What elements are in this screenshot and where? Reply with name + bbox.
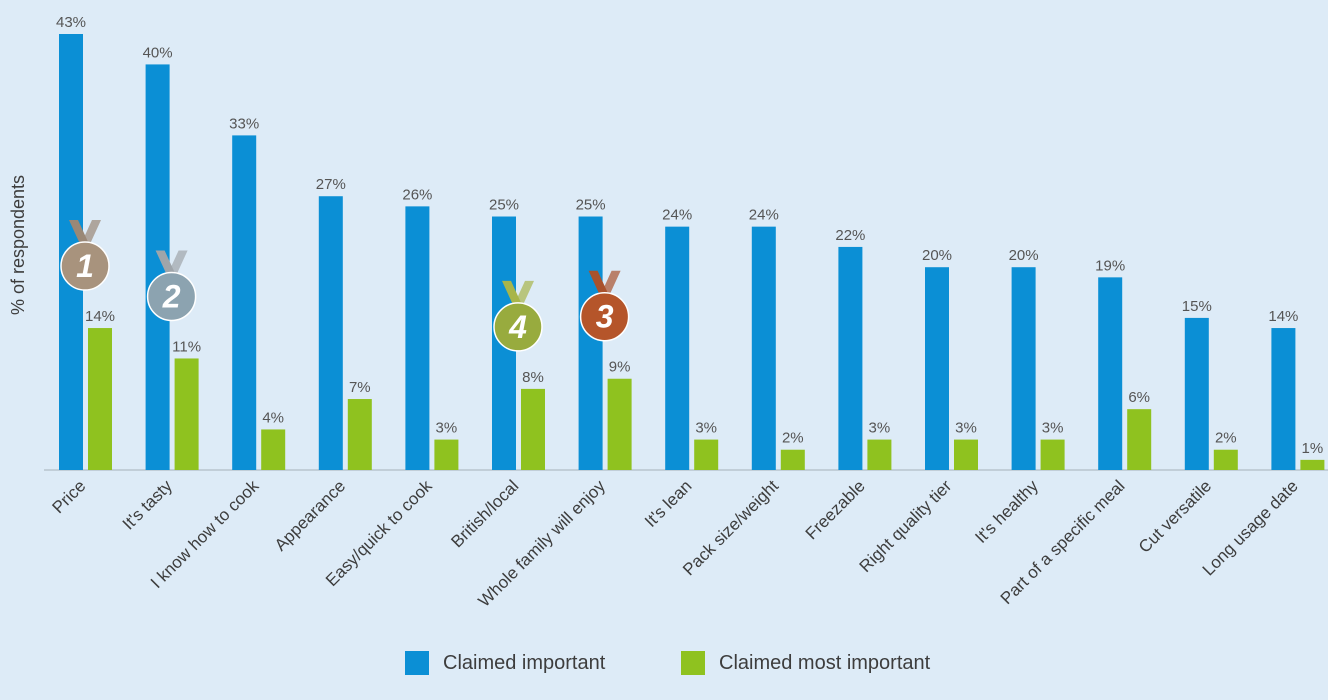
bar-claimed-important-appearance: [318, 196, 343, 471]
x-tick-label-price: Price: [49, 476, 90, 517]
bar-claimed-most-important-right-quality-tier: [954, 439, 978, 470]
data-label-claimed-most-important-easy-quick-to-cook: 3%: [436, 420, 458, 437]
data-label-claimed-most-important-i-know-how-to-cook: 4%: [262, 409, 284, 426]
medal-rank-label: 1: [76, 248, 94, 284]
medal-ribbon-right: [514, 280, 534, 305]
x-tick-label-long-usage-date: Long usage date: [1199, 476, 1302, 579]
bar-claimed-important-easy-quick-to-cook: [405, 206, 430, 471]
x-tick-label-cut-versatile: Cut versatile: [1135, 476, 1215, 556]
medal-disc: [146, 271, 197, 322]
medal-disc: [493, 302, 543, 352]
data-label-claimed-most-important-right-quality-tier: 3%: [955, 420, 977, 437]
data-label-claimed-important-easy-quick-to-cook: 26%: [402, 186, 432, 203]
data-label-claimed-important-long-usage-date: 14%: [1268, 308, 1298, 325]
data-label-claimed-most-important-cut-versatile: 2%: [1215, 430, 1237, 447]
data-label-claimed-important-freezable: 22%: [835, 227, 865, 244]
data-label-claimed-important-whole-family-will-enjoy: 25%: [576, 197, 606, 214]
bar-claimed-most-important-price: [88, 328, 112, 470]
bar-claimed-most-important-freezable: [867, 439, 892, 470]
bar-claimed-important-it-s-lean: [665, 226, 690, 470]
legend-label-claimed-important: Claimed important: [443, 651, 606, 674]
data-label-claimed-most-important-whole-family-will-enjoy: 9%: [609, 359, 631, 376]
bar-claimed-most-important-long-usage-date: [1300, 459, 1325, 470]
medal-1-icon: 1: [60, 220, 110, 291]
legend-swatch-claimed-important: [405, 651, 429, 675]
medal-disc: [60, 241, 110, 291]
medal-ribbon-right: [81, 220, 101, 245]
data-label-claimed-most-important-it-s-lean: 3%: [695, 420, 717, 437]
bar-claimed-important-whole-family-will-enjoy: [578, 216, 603, 470]
bar-claimed-important-right-quality-tier: [925, 267, 949, 470]
data-label-claimed-most-important-it-s-tasty: 11%: [172, 338, 201, 355]
bar-claimed-most-important-cut-versatile: [1213, 449, 1238, 470]
data-label-claimed-important-it-s-tasty: 40%: [143, 44, 173, 61]
bar-chart: % of respondents 43%14%40%11%33%4%27%7%2…: [8, 14, 1328, 611]
medal-disc: [579, 291, 630, 342]
medal-3-icon: 3: [579, 270, 630, 342]
data-label-claimed-most-important-price: 14%: [85, 308, 115, 325]
data-label-claimed-most-important-pack-size-weight: 2%: [782, 430, 804, 447]
bar-claimed-important-cut-versatile: [1184, 317, 1209, 470]
bar-claimed-most-important-it-s-tasty: [174, 358, 199, 470]
data-label-claimed-important-british-local: 25%: [489, 197, 519, 214]
legend: Claimed important Claimed most important: [0, 651, 1328, 691]
data-label-claimed-important-i-know-how-to-cook: 33%: [229, 115, 259, 132]
medal-rank-label: 4: [508, 309, 527, 345]
data-label-claimed-important-right-quality-tier: 20%: [922, 247, 952, 264]
x-tick-label-appearance: Appearance: [271, 476, 349, 554]
legend-item-claimed-important: Claimed important: [405, 651, 605, 675]
data-label-claimed-important-it-s-healthy: 20%: [1009, 247, 1039, 264]
bar-claimed-most-important-easy-quick-to-cook: [434, 439, 459, 470]
legend-swatch-claimed-most-important: [681, 651, 705, 675]
legend-label-claimed-most-important: Claimed most important: [719, 651, 931, 674]
bar-claimed-important-freezable: [838, 246, 863, 470]
data-label-claimed-most-important-british-local: 8%: [522, 369, 544, 386]
data-label-claimed-important-cut-versatile: 15%: [1182, 298, 1212, 315]
medal-rank-label: 3: [596, 299, 614, 335]
medal-ribbon-right: [600, 270, 621, 295]
bar-claimed-important-part-of-a-specific-meal: [1098, 277, 1123, 470]
data-label-claimed-most-important-long-usage-date: 1%: [1302, 440, 1324, 457]
bar-claimed-important-pack-size-weight: [751, 226, 776, 470]
data-label-claimed-most-important-it-s-healthy: 3%: [1042, 420, 1064, 437]
x-tick-label-pack-size-weight: Pack size/weight: [679, 476, 782, 579]
bar-claimed-most-important-pack-size-weight: [780, 449, 805, 470]
data-label-claimed-important-appearance: 27%: [316, 176, 346, 193]
data-label-claimed-most-important-freezable: 3%: [869, 420, 891, 437]
x-tick-label-it-s-healthy: It's healthy: [971, 476, 1042, 547]
medal-4-icon: 4: [493, 280, 543, 352]
x-tick-label-it-s-lean: It's lean: [641, 476, 695, 530]
data-label-claimed-most-important-part-of-a-specific-meal: 6%: [1128, 389, 1150, 406]
medal-rank-label: 2: [162, 278, 181, 314]
bar-claimed-important-it-s-healthy: [1011, 267, 1036, 470]
bar-claimed-most-important-i-know-how-to-cook: [261, 429, 286, 470]
data-label-claimed-important-it-s-lean: 24%: [662, 207, 692, 224]
x-tick-label-freezable: Freezable: [802, 476, 869, 543]
bar-claimed-most-important-part-of-a-specific-meal: [1127, 409, 1152, 470]
bar-claimed-most-important-appearance: [347, 399, 372, 470]
x-tick-label-it-s-tasty: It's tasty: [119, 476, 176, 533]
bar-claimed-important-i-know-how-to-cook: [232, 135, 257, 470]
x-tick-label-british-local: British/local: [447, 476, 522, 551]
data-label-claimed-important-price: 43%: [56, 14, 86, 31]
bar-claimed-most-important-it-s-lean: [694, 439, 719, 470]
data-label-claimed-important-part-of-a-specific-meal: 19%: [1095, 257, 1125, 274]
data-label-claimed-important-pack-size-weight: 24%: [749, 207, 779, 224]
bar-claimed-most-important-whole-family-will-enjoy: [607, 378, 632, 470]
bar-claimed-important-long-usage-date: [1271, 328, 1296, 470]
medal-ribbon-right: [167, 250, 188, 275]
bar-claimed-most-important-british-local: [521, 388, 545, 470]
medal-2-icon: 2: [146, 250, 197, 322]
bar-claimed-most-important-it-s-healthy: [1040, 439, 1065, 470]
data-label-claimed-most-important-appearance: 7%: [349, 379, 371, 396]
y-axis-label: % of respondents: [8, 175, 28, 315]
legend-item-claimed-most-important: Claimed most important: [681, 651, 930, 675]
x-tick-label-right-quality-tier: Right quality tier: [856, 476, 956, 576]
